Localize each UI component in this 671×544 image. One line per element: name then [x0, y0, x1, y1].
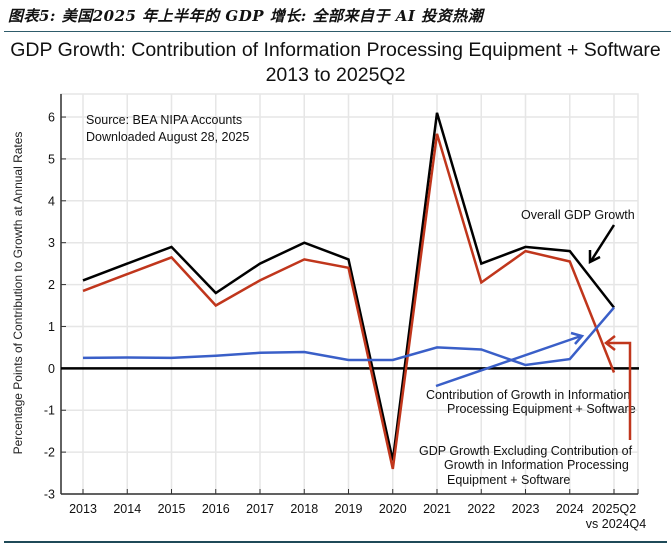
tick-labels: -3 -2 -1 0 1 2 3 4 5 6 2013 2014 2015 2016 2017 2018 201… — [44, 111, 646, 531]
y-tick-label: -3 — [44, 488, 55, 502]
y-tick-label: 6 — [48, 111, 55, 125]
source-text-line1: Source: BEA NIPA Accounts — [86, 113, 242, 127]
contribution-arrow — [435, 331, 585, 388]
y-tick-label: 0 — [48, 362, 55, 376]
contribution-label-line1: Contribution of Growth in Information — [426, 388, 630, 402]
y-tick-label: 5 — [48, 152, 55, 166]
excluding-label-line3: Equipment + Software — [447, 473, 570, 487]
source-text-line2: Downloaded August 28, 2025 — [86, 130, 249, 144]
x-tick-label: 2015 — [158, 502, 186, 516]
x-tick-label: 2024 — [556, 502, 584, 516]
excluding-label-line1: GDP Growth Excluding Contribution of — [419, 444, 633, 458]
x-tick-label: 2021 — [423, 502, 451, 516]
x-tick-sublabel: vs 2024Q4 — [586, 517, 647, 531]
y-tick-label: 2 — [48, 278, 55, 292]
y-tick-label: -1 — [44, 404, 55, 418]
x-tick-label: 2019 — [335, 502, 363, 516]
x-tick-label: 2014 — [113, 502, 141, 516]
x-tick-label: 2018 — [290, 502, 318, 516]
chart-subtitle: 2013 to 2025Q2 — [265, 64, 406, 86]
x-tick-label: 2013 — [69, 502, 97, 516]
gdp-excluding-line — [82, 133, 616, 470]
caption-divider — [4, 31, 671, 32]
x-tick-label: 2020 — [379, 502, 407, 516]
figure-caption: 图表5: 美国2025 年上半年的 GDP 增长: 全部来自于 AI 投资热潮 — [8, 7, 484, 25]
bottom-divider — [4, 541, 667, 543]
series-lines — [82, 112, 616, 470]
overall-gdp-label: Overall GDP Growth — [521, 208, 635, 222]
x-tick-label: 2025Q2 — [592, 502, 637, 516]
y-tick-label: 3 — [48, 236, 55, 250]
contribution-label-line2: Processing Equipment + Software — [447, 402, 636, 416]
y-axis-label: Percentage Points of Contribution to Gro… — [11, 132, 25, 455]
x-tick-label: 2023 — [512, 502, 540, 516]
x-tick-label: 2017 — [246, 502, 274, 516]
annotations: Source: BEA NIPA Accounts Downloaded Aug… — [86, 113, 636, 487]
info-processing-contribution-line — [82, 306, 615, 367]
x-tick-label: 2022 — [467, 502, 495, 516]
y-tick-label: -2 — [44, 446, 55, 460]
y-tick-label: 1 — [48, 320, 55, 334]
excluding-arrow — [603, 335, 632, 440]
chart-title: GDP Growth: Contribution of Information … — [10, 39, 661, 61]
axes — [60, 94, 639, 495]
plot-frame — [60, 93, 639, 495]
grid — [60, 93, 639, 495]
overall-arrow — [588, 224, 616, 265]
overall-gdp-line — [82, 112, 615, 461]
excluding-label-line2: Growth in Information Processing — [444, 458, 629, 472]
y-tick-label: 4 — [48, 194, 55, 208]
x-tick-label: 2016 — [202, 502, 230, 516]
